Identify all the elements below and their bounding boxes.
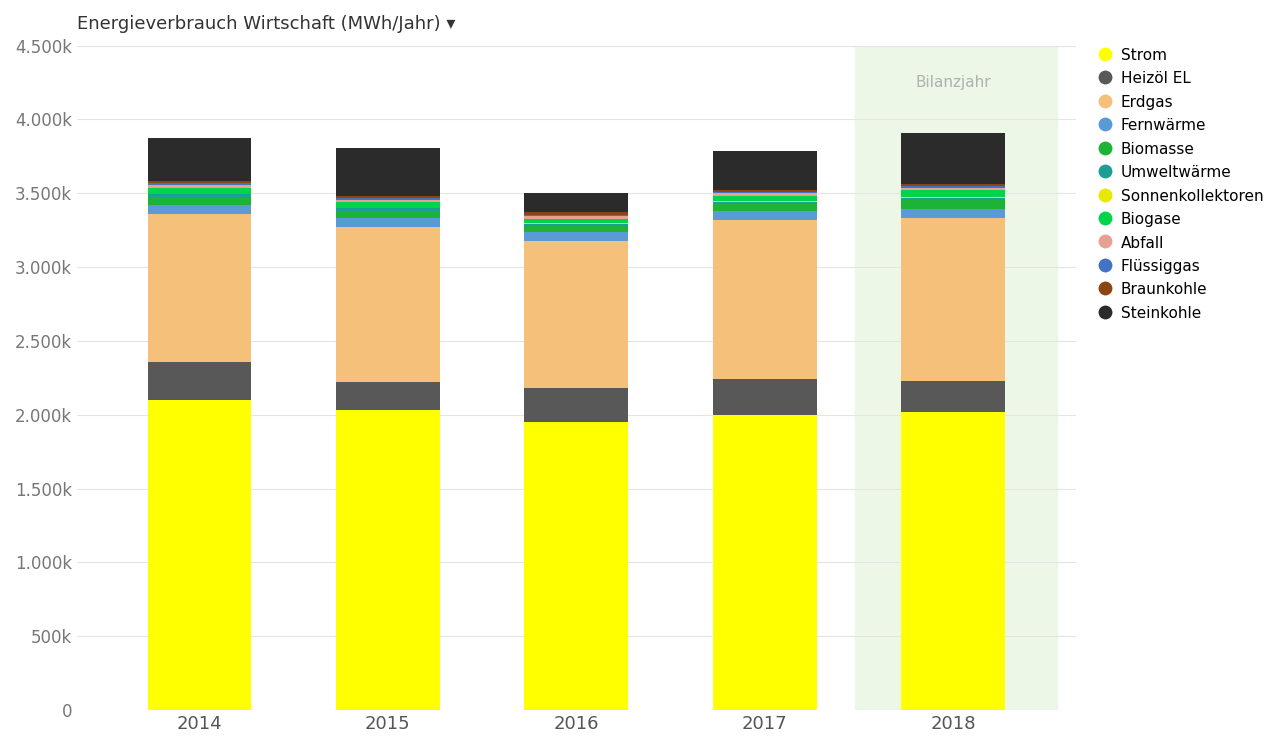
Bar [712,204,817,211]
Bar [148,205,251,214]
Bar [712,193,817,196]
Bar [901,188,1004,190]
Bar [901,132,1004,184]
Bar [336,196,440,198]
Bar [712,151,817,190]
Bar [901,381,1004,412]
Bar [336,218,440,227]
Bar [148,138,251,180]
Bar [336,209,440,211]
Bar [901,184,1004,186]
Bar [336,202,440,208]
Bar [336,198,440,200]
Bar [525,422,628,710]
Bar [336,211,440,218]
Bar [525,193,628,212]
Bar [901,218,1004,381]
Bar [525,241,628,388]
Bar [525,215,628,216]
Bar [148,180,251,183]
Bar [712,211,817,220]
Bar [901,190,1004,197]
Bar [525,216,628,218]
Bar [336,147,440,196]
Bar [525,224,628,226]
Bar [901,200,1004,209]
Bar [525,212,628,215]
Bar [712,220,817,379]
Bar [148,214,251,362]
Bar [712,415,817,710]
Bar [336,411,440,710]
Text: Energieverbrauch Wirtschaft (MWh/Jahr) ▾: Energieverbrauch Wirtschaft (MWh/Jahr) ▾ [77,15,455,33]
Bar [712,379,817,415]
Bar [525,226,628,233]
Bar [712,196,817,201]
Bar [148,188,251,194]
Bar [336,227,440,381]
Bar [336,200,440,202]
Bar [901,209,1004,218]
Bar [901,412,1004,710]
Bar [148,185,251,188]
Bar [855,46,1057,710]
Bar [712,191,817,193]
Bar [901,197,1004,200]
Bar [712,202,817,204]
Bar [148,400,251,710]
Bar [901,186,1004,188]
Bar [525,218,628,224]
Bar [148,362,251,400]
Text: Bilanzjahr: Bilanzjahr [916,76,992,91]
Bar [148,197,251,205]
Bar [148,183,251,185]
Legend: Strom, Heizöl EL, Erdgas, Fernwärme, Biomasse, Umweltwärme, Sonnenkollektoren, B: Strom, Heizöl EL, Erdgas, Fernwärme, Bio… [1093,40,1271,328]
Bar [336,381,440,411]
Bar [525,233,628,241]
Bar [148,194,251,197]
Bar [525,388,628,422]
Bar [712,190,817,191]
